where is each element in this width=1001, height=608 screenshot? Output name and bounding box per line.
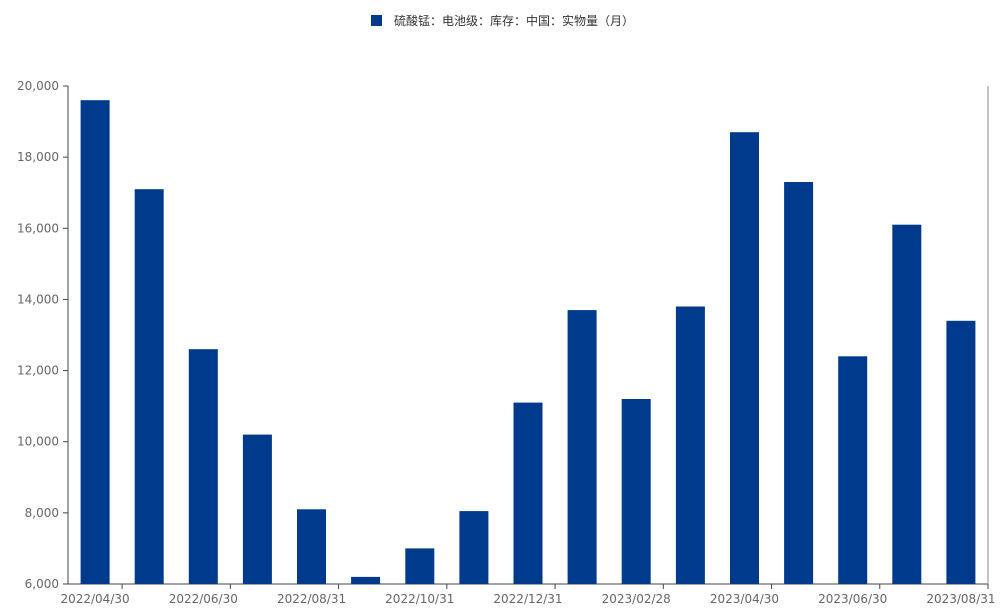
x-tick-label: 2023/04/30: [710, 592, 779, 606]
y-tick-label: 8,000: [25, 506, 59, 520]
x-axis-ticks: 2022/04/30 2022/06/30 2022/08/31 2022/10/31…: [60, 584, 996, 606]
x-tick-label: 2023/06/30: [818, 592, 887, 606]
bars: [80, 100, 976, 584]
bar-2023-01-31: [567, 310, 597, 584]
x-tick-label: 2023/08/31: [926, 592, 995, 606]
bar-2022-06-30: [188, 349, 218, 584]
bar-2023-06-30: [838, 356, 868, 584]
bar-2023-04-30: [730, 132, 759, 584]
bar-2022-12-31: [513, 402, 543, 584]
bar-2022-04-30: [80, 100, 110, 584]
bar-2023-08-31: [946, 320, 976, 584]
bar-2022-09-30: [351, 576, 381, 584]
bar-2023-07-31: [892, 224, 922, 584]
y-tick-label: 10,000: [17, 435, 59, 449]
legend-swatch: [371, 15, 382, 26]
legend: 硫酸锰：电池级：库存：中国：实物量（月）: [371, 13, 634, 28]
x-tick-label: 2022/10/31: [385, 592, 454, 606]
y-tick-label: 18,000: [17, 150, 59, 164]
legend-label: 硫酸锰：电池级：库存：中国：实物量（月）: [394, 13, 634, 28]
x-tick-label: 2023/02/28: [602, 592, 671, 606]
y-tick-label: 20,000: [17, 79, 59, 93]
y-tick-label: 14,000: [17, 292, 59, 306]
x-tick-label: 2022/12/31: [493, 592, 562, 606]
bar-2023-03-31: [675, 306, 705, 584]
bar-2023-05-31: [784, 182, 814, 584]
bar-2022-05-31: [134, 189, 164, 584]
bar-2022-08-31: [297, 509, 326, 584]
bar-2023-02-28: [621, 399, 651, 584]
y-tick-label: 12,000: [17, 364, 59, 378]
x-tick-label: 2022/04/30: [60, 592, 129, 606]
y-tick-label: 6,000: [25, 577, 59, 591]
x-tick-label: 2022/06/30: [169, 592, 238, 606]
y-tick-label: 16,000: [17, 221, 59, 235]
bar-2022-11-30: [459, 511, 489, 584]
x-tick-label: 2022/08/31: [277, 592, 346, 606]
bar-2022-07-31: [242, 434, 272, 584]
y-axis-ticks: 6,000 8,000 10,000 12,000 14,000 16,000 18,000…: [17, 79, 68, 591]
bar-2022-10-31: [405, 548, 435, 584]
